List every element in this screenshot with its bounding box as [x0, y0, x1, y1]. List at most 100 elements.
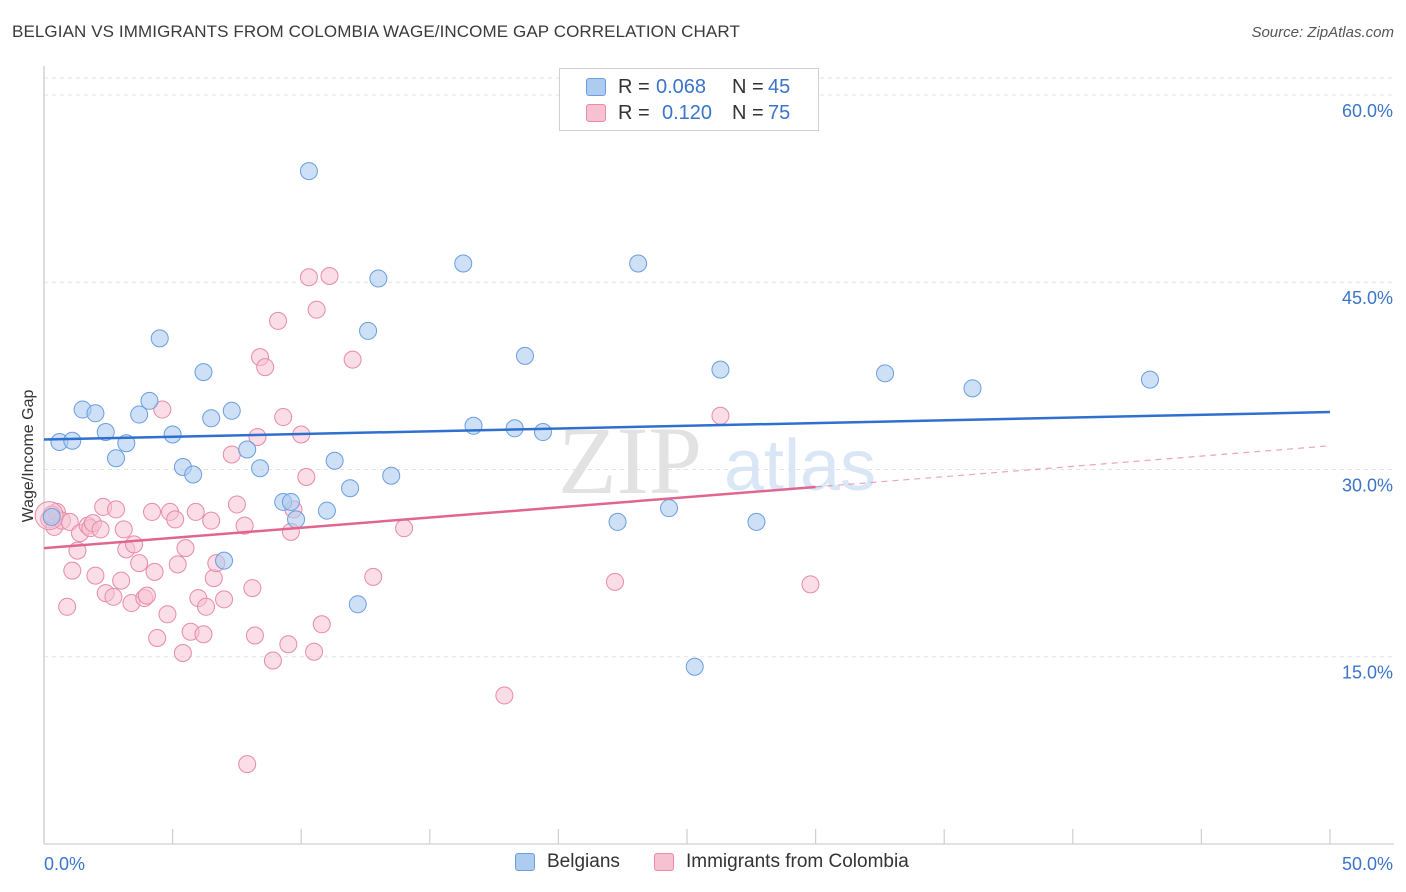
belgians-point	[747, 512, 766, 531]
belgians-swatch	[586, 78, 606, 96]
colombia-point	[395, 519, 414, 538]
colombia-point	[227, 495, 246, 514]
colombia-point	[256, 358, 275, 377]
legend-item-belgians[interactable]: Belgians	[515, 851, 620, 873]
y-tick-label: 30.0%	[1342, 475, 1393, 495]
colombia-point	[166, 510, 185, 529]
colombia-point	[274, 408, 293, 427]
belgians-point	[251, 459, 270, 478]
colombia-point	[222, 445, 241, 464]
n-label: N =	[732, 101, 764, 124]
n-value: 75	[768, 101, 791, 124]
source-label: Source: ZipAtlas.com	[1251, 24, 1394, 41]
belgians-point	[382, 466, 401, 485]
x-tick-label: 0.0%	[44, 854, 85, 874]
y-tick-label: 45.0%	[1342, 288, 1393, 308]
legend-label-colombia: Immigrants from Colombia	[686, 851, 909, 872]
colombia-point	[143, 502, 162, 521]
colombia-point	[238, 755, 257, 774]
colombia-point	[197, 597, 216, 616]
legend-item-colombia[interactable]: Immigrants from Colombia	[654, 851, 909, 873]
colombia-point	[204, 569, 223, 588]
colombia-point	[58, 597, 77, 616]
belgians-point	[515, 346, 534, 365]
colombia-point	[168, 555, 187, 574]
belgians-point	[341, 479, 360, 498]
belgians-point	[533, 423, 552, 442]
belgians-point	[96, 423, 115, 442]
colombia-point	[114, 520, 133, 539]
belgians-point	[299, 162, 318, 181]
colombia-point	[343, 350, 362, 369]
colombia-point	[112, 571, 131, 590]
colombia-point	[279, 635, 298, 654]
belgians-point	[42, 507, 61, 526]
colombia-trend-extension	[815, 445, 1331, 488]
colombia-point	[312, 615, 331, 634]
colombia-point	[243, 579, 262, 598]
colombia-point	[297, 467, 316, 486]
colombia-point	[158, 605, 177, 624]
r-value: 0.120	[662, 101, 713, 124]
belgians-legend-swatch	[515, 853, 535, 871]
series-legend: Belgians Immigrants from Colombia	[0, 851, 1406, 877]
belgians-point	[876, 364, 895, 383]
chart-title: BELGIAN VS IMMIGRANTS FROM COLOMBIA WAGE…	[12, 22, 740, 41]
colombia-point	[148, 629, 167, 648]
belgians-point	[140, 391, 159, 410]
n-value: 45	[768, 75, 791, 98]
belgians-point	[608, 512, 627, 531]
belgians-point	[348, 595, 367, 614]
belgians-point	[194, 363, 213, 382]
belgians-point	[281, 492, 300, 511]
belgians-point	[1140, 370, 1159, 389]
belgians-point	[454, 254, 473, 273]
colombia-trend-line	[43, 485, 816, 550]
legend-label-belgians: Belgians	[547, 851, 620, 872]
belgians-point	[629, 254, 648, 273]
colombia-point	[173, 643, 192, 662]
colombia-point	[711, 406, 730, 425]
colombia-point	[107, 500, 126, 519]
belgians-point	[63, 431, 82, 450]
colombia-point	[186, 502, 205, 521]
belgians-point	[464, 416, 483, 435]
watermark-atlas: atlas	[724, 426, 876, 506]
belgians-point	[659, 499, 678, 518]
y-tick-label: 60.0%	[1342, 101, 1393, 121]
colombia-point	[248, 428, 267, 447]
r-label: R =	[618, 75, 650, 98]
colombia-point	[299, 268, 318, 287]
x-tick-label: 50.0%	[1342, 854, 1393, 874]
y-axis-label: Wage/Income Gap	[20, 390, 37, 523]
colombia-point	[263, 651, 282, 670]
series-belgians-points	[42, 162, 1159, 676]
colombia-point	[91, 520, 110, 539]
belgians-point	[222, 401, 241, 420]
belgians-point	[685, 657, 704, 676]
colombia-point	[130, 554, 149, 573]
belgians-point	[184, 465, 203, 484]
r-label: R =	[618, 101, 650, 124]
axes	[43, 66, 1394, 845]
colombia-point	[104, 587, 123, 606]
colombia-legend-swatch	[654, 853, 674, 871]
colombia-point	[125, 535, 144, 554]
belgians-point	[317, 501, 336, 520]
y-tick-label: 15.0%	[1342, 663, 1393, 683]
belgians-point	[359, 321, 378, 340]
colombia-point	[307, 300, 326, 319]
colombia-point	[194, 625, 213, 644]
colombia-point	[235, 516, 254, 535]
colombia-point	[86, 566, 105, 585]
belgians-point	[287, 510, 306, 529]
belgians-point	[711, 360, 730, 379]
belgians-trend-line	[43, 410, 1331, 441]
r-value: 0.068	[656, 75, 707, 98]
belgians-point	[238, 440, 257, 459]
belgians-point	[163, 425, 182, 444]
colombia-point	[153, 400, 172, 419]
colombia-point	[320, 266, 339, 285]
colombia-swatch	[586, 104, 606, 122]
